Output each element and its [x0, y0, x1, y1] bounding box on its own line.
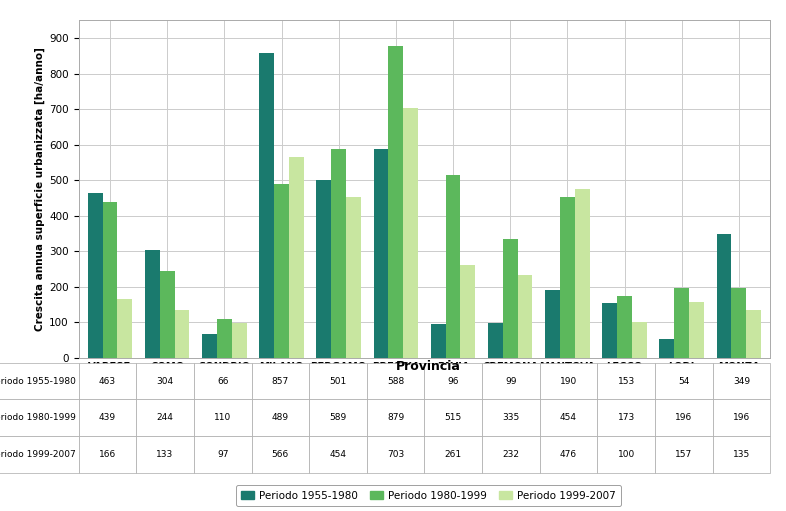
- Bar: [117, 299, 132, 358]
- Bar: [346, 197, 361, 358]
- Bar: [617, 296, 632, 358]
- Bar: [674, 288, 689, 358]
- Bar: [602, 304, 617, 358]
- Bar: [461, 265, 476, 358]
- Bar: [632, 322, 647, 358]
- Bar: [160, 271, 174, 358]
- Bar: [560, 197, 575, 358]
- Bar: [232, 323, 247, 358]
- Bar: [689, 302, 704, 358]
- Bar: [331, 149, 346, 358]
- Bar: [575, 189, 590, 358]
- Bar: [403, 108, 418, 358]
- Bar: [373, 149, 388, 358]
- Bar: [88, 193, 103, 358]
- Bar: [274, 184, 289, 358]
- Legend: Periodo 1955-1980, Periodo 1980-1999, Periodo 1999-2007: Periodo 1955-1980, Periodo 1980-1999, Pe…: [236, 485, 621, 506]
- Bar: [545, 290, 560, 358]
- Bar: [388, 45, 403, 358]
- Bar: [717, 234, 732, 358]
- Bar: [446, 175, 461, 358]
- Bar: [202, 334, 217, 358]
- Bar: [174, 311, 189, 358]
- Bar: [659, 338, 674, 358]
- Bar: [145, 250, 160, 358]
- Bar: [259, 54, 274, 358]
- Bar: [289, 157, 304, 358]
- Bar: [518, 275, 532, 358]
- Bar: [431, 323, 446, 358]
- Bar: [317, 180, 331, 358]
- Bar: [503, 239, 518, 358]
- Text: Provincia: Provincia: [396, 360, 461, 373]
- Bar: [488, 322, 503, 358]
- Bar: [732, 288, 746, 358]
- Bar: [746, 310, 761, 358]
- Bar: [217, 319, 232, 358]
- Bar: [103, 202, 117, 358]
- Y-axis label: Crescita annua superficie urbanizzata [ha/anno]: Crescita annua superficie urbanizzata [h…: [35, 47, 45, 331]
